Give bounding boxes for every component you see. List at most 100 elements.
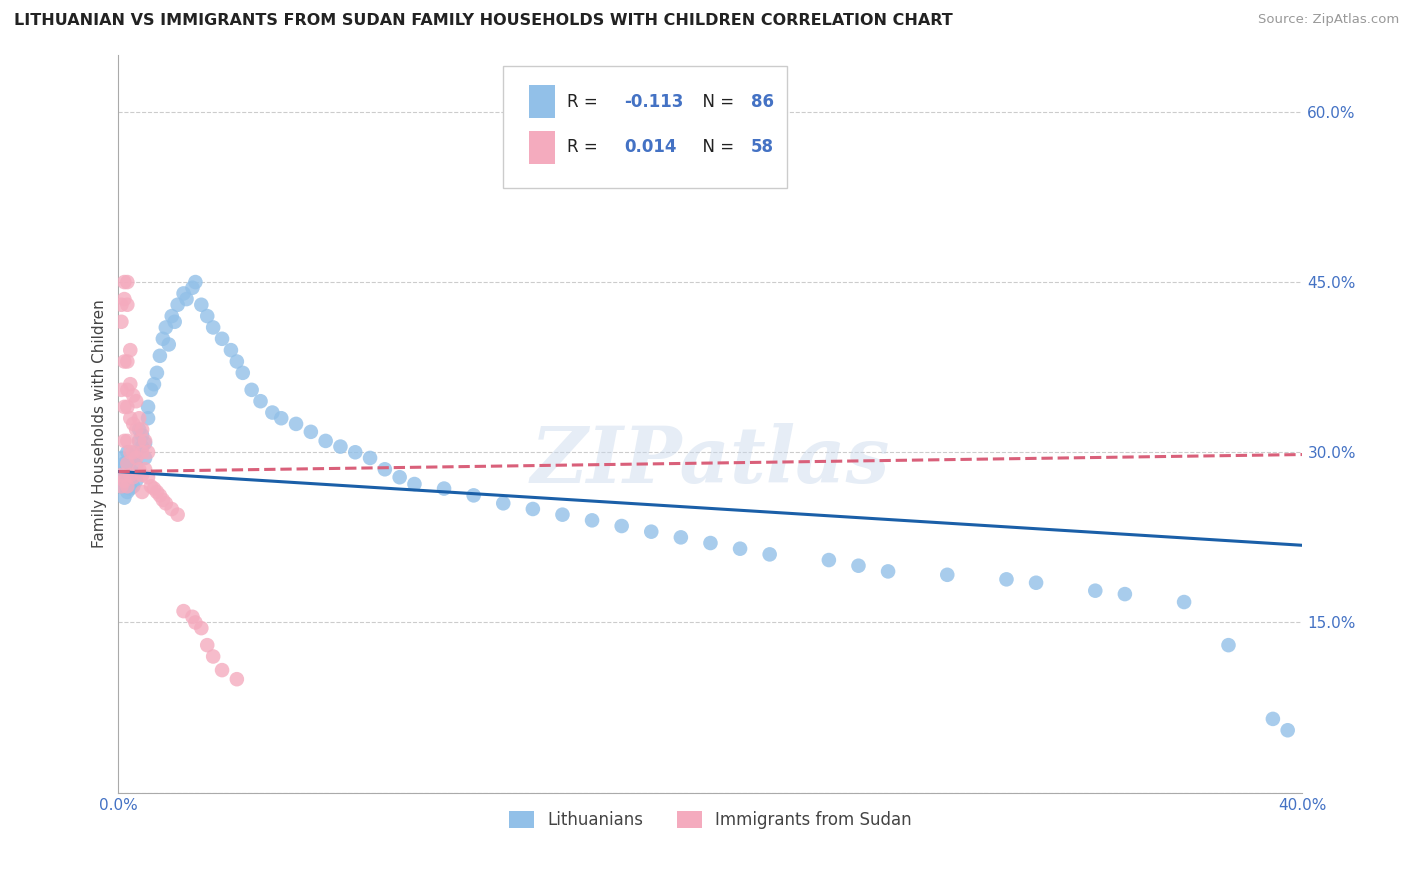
Point <box>112 491 135 505</box>
Legend: Lithuanians, Immigrants from Sudan: Lithuanians, Immigrants from Sudan <box>502 805 918 836</box>
Point <box>134 450 156 465</box>
Point <box>1084 583 1107 598</box>
Point <box>166 298 188 312</box>
Point <box>699 536 721 550</box>
Point <box>134 436 156 450</box>
Point <box>433 482 456 496</box>
Point <box>388 470 411 484</box>
Point <box>669 530 692 544</box>
Point <box>155 496 177 510</box>
Point <box>551 508 574 522</box>
Point <box>329 440 352 454</box>
Point <box>110 383 132 397</box>
Point <box>344 445 367 459</box>
Point <box>160 309 183 323</box>
Point <box>131 485 153 500</box>
Point <box>112 467 135 482</box>
Point <box>120 343 142 358</box>
FancyBboxPatch shape <box>503 66 787 188</box>
Bar <box>529 85 555 119</box>
Point <box>117 383 139 397</box>
Point <box>120 482 142 496</box>
Point <box>110 315 132 329</box>
Point <box>122 466 145 480</box>
Point <box>131 423 153 437</box>
Point <box>181 281 204 295</box>
Point <box>522 502 544 516</box>
Point <box>122 417 145 431</box>
Point <box>359 450 381 465</box>
Text: -0.113: -0.113 <box>624 93 683 111</box>
Point <box>128 462 150 476</box>
Point <box>374 462 396 476</box>
Point <box>120 454 142 468</box>
Point <box>463 488 485 502</box>
Point <box>195 309 218 323</box>
Point <box>122 388 145 402</box>
Point <box>120 467 142 482</box>
Point <box>112 434 135 448</box>
Point <box>128 434 150 448</box>
Point <box>120 377 142 392</box>
Point <box>110 298 132 312</box>
Point <box>110 479 132 493</box>
Point <box>136 470 159 484</box>
Point <box>131 428 153 442</box>
Point <box>134 462 156 476</box>
Point <box>1277 723 1299 738</box>
Point <box>117 457 139 471</box>
Point <box>640 524 662 539</box>
Point <box>112 477 135 491</box>
Point <box>125 450 148 465</box>
Point <box>112 292 135 306</box>
Point <box>128 411 150 425</box>
Point <box>232 366 254 380</box>
Point <box>1025 575 1047 590</box>
Point <box>143 482 166 496</box>
Point <box>122 450 145 465</box>
Point <box>131 467 153 482</box>
Point <box>818 553 841 567</box>
Point <box>404 477 426 491</box>
Point <box>110 450 132 465</box>
Point <box>117 400 139 414</box>
Point <box>249 394 271 409</box>
Text: 86: 86 <box>751 93 773 111</box>
Point <box>117 485 139 500</box>
Point <box>131 445 153 459</box>
Point <box>225 354 247 368</box>
Point <box>152 332 174 346</box>
Point <box>160 502 183 516</box>
Text: ZIPatlas: ZIPatlas <box>531 423 890 499</box>
Text: N =: N = <box>692 138 740 156</box>
Point <box>190 298 212 312</box>
Text: 0.014: 0.014 <box>624 138 676 156</box>
Point <box>211 332 233 346</box>
Point <box>112 400 135 414</box>
Point <box>166 508 188 522</box>
Point <box>117 434 139 448</box>
Point <box>120 445 142 459</box>
Point <box>110 467 132 482</box>
Point <box>270 411 292 425</box>
Text: R =: R = <box>567 93 603 111</box>
Point <box>152 492 174 507</box>
Point <box>163 315 186 329</box>
Point <box>299 425 322 439</box>
Point <box>202 649 225 664</box>
Point <box>155 320 177 334</box>
Text: N =: N = <box>692 93 740 111</box>
Point <box>728 541 751 556</box>
Point <box>211 663 233 677</box>
Point <box>120 470 142 484</box>
Point <box>262 406 284 420</box>
Point <box>315 434 337 448</box>
Point <box>136 400 159 414</box>
Point <box>117 445 139 459</box>
Point <box>117 479 139 493</box>
Point <box>190 621 212 635</box>
Point <box>157 337 180 351</box>
Point <box>173 286 195 301</box>
Point <box>117 354 139 368</box>
Point <box>184 615 207 630</box>
